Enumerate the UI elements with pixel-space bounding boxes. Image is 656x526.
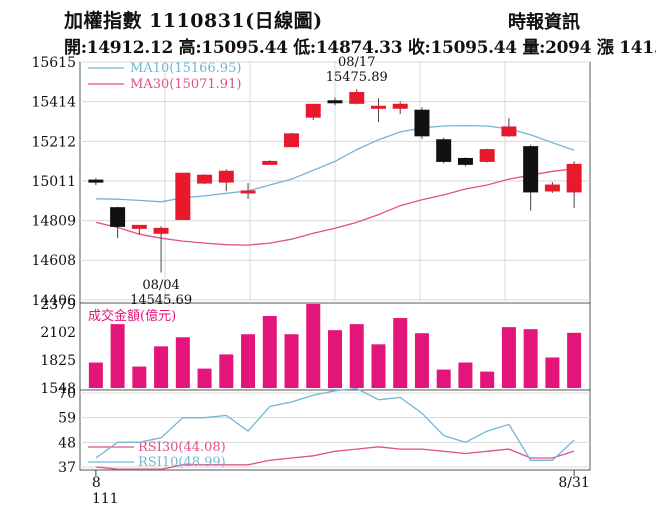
candle-body [349, 92, 365, 104]
candle-body [284, 133, 300, 148]
rsi-legend-label: RSI30(44.08) [138, 440, 226, 455]
volume-bar [219, 354, 234, 388]
rsi-tick-label: 59 [58, 411, 76, 427]
volume-title: 成交金額(億元) [88, 308, 176, 324]
legend-label: MA10(15166.95) [130, 61, 241, 76]
candle-body [544, 184, 560, 192]
candle-body [436, 139, 452, 162]
rsi-tick-label: 48 [58, 435, 76, 451]
candle-body [566, 163, 582, 193]
volume-bar [458, 362, 473, 388]
volume-bar [523, 329, 538, 388]
volume-bar [175, 337, 190, 388]
volume-bar [436, 369, 451, 388]
volume-bar [480, 371, 495, 388]
volume-bar [241, 334, 256, 388]
volume-bar [545, 357, 560, 388]
volume-bar [197, 368, 212, 388]
price-tick-label: 15011 [31, 174, 76, 190]
candle-body [370, 105, 386, 109]
rsi-tick-label: 37 [58, 460, 76, 476]
volume-bar [132, 366, 147, 388]
high-date-annotation: 08/17 [338, 55, 375, 70]
candle-body [523, 146, 539, 193]
source-label: 時報資訊 [508, 12, 580, 33]
price-tick-label: 14608 [31, 253, 76, 269]
low-date-annotation: 08/04 [142, 278, 179, 293]
x-start-month: 8 [92, 475, 101, 491]
volume-bar [110, 324, 125, 388]
volume-bar [393, 318, 408, 388]
price-tick-label: 14809 [31, 214, 76, 230]
low-value-annotation: 14545.69 [130, 293, 192, 308]
high-value-annotation: 15475.89 [326, 70, 388, 85]
ma30-line [95, 168, 575, 246]
candle-body [110, 207, 126, 227]
rsi10-line [95, 387, 575, 461]
candle-body [88, 179, 104, 183]
price-tick-label: 15414 [31, 95, 76, 111]
volume-tick-label: 1548 [40, 381, 76, 397]
price-tick-label: 15615 [31, 55, 76, 71]
x-start-year: 111 [92, 491, 119, 507]
stats-line: 開:14912.12 高:15095.44 低:14874.33 收:15095… [64, 38, 656, 58]
candle-body [414, 109, 430, 137]
volume-bar [501, 327, 516, 388]
candle-body [175, 172, 191, 220]
candle-body [240, 190, 256, 194]
volume-bar [262, 316, 277, 388]
rsi-legend-label: RSI10(48.99) [138, 455, 226, 470]
candle-body [457, 157, 473, 165]
candle-body [479, 149, 495, 162]
volume-bar [328, 330, 342, 388]
volume-tick-label: 2102 [40, 325, 76, 341]
candle-body [153, 227, 169, 234]
rsi-tick-label: 70 [58, 386, 76, 402]
volume-bar [567, 332, 582, 388]
volume-tick-label: 1825 [40, 353, 76, 369]
candle-body [392, 103, 408, 109]
candle-body [305, 103, 321, 118]
chart-title: 加權指數 1110831(日線圖) [64, 10, 323, 32]
price-tick-label: 14406 [31, 293, 76, 309]
candle-body [262, 160, 278, 165]
volume-bar [284, 334, 299, 388]
legend-label: MA30(15071.91) [130, 77, 241, 92]
volume-bar [371, 344, 386, 388]
candle-body [501, 126, 517, 137]
x-end-label: 8/31 [558, 475, 589, 491]
candle-body [131, 224, 147, 229]
volume-bar [88, 362, 103, 388]
volume-bar [414, 333, 429, 388]
volume-bar [349, 324, 364, 388]
price-tick-label: 15212 [31, 134, 76, 150]
rsi30-line [95, 446, 575, 470]
candle-body [218, 170, 234, 183]
candle-body [197, 174, 213, 184]
volume-tick-label: 2379 [40, 297, 76, 313]
volume-bar [154, 346, 169, 388]
volume-bar [306, 304, 321, 388]
candle-body [327, 100, 343, 104]
